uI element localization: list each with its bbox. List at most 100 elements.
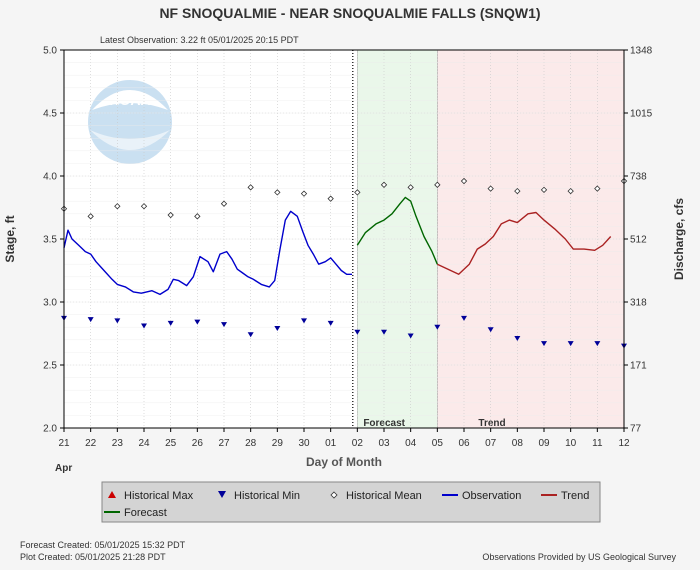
y2-tick-label: 77 [630, 424, 642, 435]
y-tick-label: 4.0 [43, 172, 57, 183]
historical-mean-point [460, 177, 468, 185]
legend-symbol-historical-mean [330, 491, 338, 499]
y-axis-label: Stage, ft [3, 215, 17, 262]
x-tick-label: 30 [298, 438, 310, 449]
series-line-trend [437, 211, 612, 275]
y2-tick-label: 1015 [630, 109, 653, 120]
chart-subtitle: Latest Observation: 3.22 ft 05/01/2025 2… [100, 35, 299, 45]
legend-label-historical-min: Historical Min [234, 490, 300, 502]
historical-mean-point [247, 184, 254, 191]
x-axis-label: Day of Month [306, 455, 382, 469]
legend-symbol-historical-min [218, 491, 226, 498]
y2-tick-label: 1348 [630, 46, 653, 57]
noaa-logo-bird [92, 90, 168, 110]
historical-mean-point [194, 213, 201, 220]
x-tick-label: 24 [138, 438, 150, 449]
historical-min-point [327, 320, 334, 326]
historical-min-point [381, 329, 387, 335]
historical-min-point [194, 319, 201, 325]
historical-mean-point [567, 187, 574, 195]
historical-min-point [541, 341, 547, 347]
y-tick-label: 4.5 [43, 109, 57, 120]
x-tick-label: 28 [245, 438, 257, 449]
series-line-forecast [356, 196, 438, 265]
plot-created-text: Plot Created: 05/01/2025 21:28 PDT [20, 552, 166, 562]
noaa-logo-wave [90, 130, 170, 150]
x-axis-month-label: Apr [55, 463, 72, 474]
historical-min-point [487, 327, 494, 333]
region-label-forecast: Forecast [363, 418, 405, 429]
legend-label-historical-mean: Historical Mean [346, 490, 422, 502]
historical-min-point [167, 320, 174, 326]
x-tick-label: 01 [325, 438, 337, 449]
historical-mean-point [540, 186, 548, 194]
y2-tick-label: 512 [630, 235, 647, 246]
axes-layer: 2.0 2.5 3.0 3.5 4.0 4.5 5.0 77 171 318 512 738 1015 1… [43, 46, 653, 450]
x-tick-label: 07 [485, 438, 497, 449]
legend-box [101, 481, 601, 523]
noaa-logo-circle [88, 80, 172, 164]
markers-layer [60, 177, 628, 349]
historical-mean-point [354, 189, 361, 196]
x-tick-label: 08 [512, 438, 524, 449]
x-tick-label: 21 [58, 438, 70, 449]
historical-min-point [434, 324, 441, 330]
credit-text: Observations Provided by US Geological S… [482, 552, 676, 562]
legend-label-historical-max: Historical Max [124, 490, 194, 502]
x-tick-label: 04 [405, 438, 417, 449]
historical-mean-point [514, 187, 521, 195]
noaa-logo: NOAA [88, 80, 172, 164]
x-tick-label: 11 [592, 438, 603, 449]
historical-mean-point [380, 181, 388, 188]
grid-layer [64, 49, 624, 429]
x-tick-label: 06 [458, 438, 470, 449]
legend-symbol-historical-max [108, 491, 116, 498]
x-tick-label: 27 [218, 438, 230, 449]
y-tick-label: 3.5 [43, 235, 57, 246]
x-tick-label: 29 [272, 438, 284, 449]
historical-min-point [247, 332, 254, 338]
series-layer [63, 196, 612, 296]
legend-label-observation: Observation [462, 490, 521, 502]
series-line-observation [63, 210, 352, 296]
historical-min-point [221, 322, 227, 328]
y2-tick-label: 171 [630, 361, 647, 372]
historical-min-point [567, 341, 574, 347]
y-tick-label: 5.0 [43, 46, 57, 57]
region-label-trend: Trend [478, 418, 505, 429]
historical-min-point [87, 317, 94, 323]
x-tick-label: 23 [112, 438, 124, 449]
x-tick-label: 22 [85, 438, 97, 449]
y-tick-label: 2.0 [43, 424, 57, 435]
historical-mean-point [407, 184, 414, 191]
historical-mean-point [594, 185, 601, 192]
y2-axis-label: Discharge, cfs [672, 198, 686, 280]
y2-tick-label: 318 [630, 298, 647, 309]
historical-min-point [407, 333, 414, 339]
historical-mean-point [487, 185, 494, 192]
x-tick-label: 10 [565, 438, 577, 449]
historical-mean-point [87, 213, 94, 220]
historical-mean-point [167, 211, 174, 219]
historical-mean-point [220, 200, 228, 207]
historical-min-point [114, 318, 121, 324]
historical-mean-point [274, 189, 281, 196]
x-tick-label: 05 [432, 438, 444, 449]
historical-min-point [594, 341, 601, 347]
chart-title: NF SNOQUALMIE - NEAR SNOQUALMIE FALLS (S… [159, 5, 540, 21]
historical-min-point [461, 315, 467, 321]
plot-area: Forecast Trend NOAA [60, 49, 628, 429]
x-tick-label: 12 [618, 438, 630, 449]
noaa-logo-text: NOAA [109, 92, 150, 108]
historical-mean-point [300, 190, 308, 197]
historical-mean-point [327, 195, 334, 202]
forecast-created-text: Forecast Created: 05/01/2025 15:32 PDT [20, 540, 186, 550]
x-tick-label: 03 [378, 438, 390, 449]
historical-min-point [301, 318, 307, 324]
historical-min-point [514, 336, 521, 342]
x-tick-label: 09 [538, 438, 550, 449]
x-tick-label: 02 [352, 438, 364, 449]
historical-mean-point [140, 203, 148, 210]
legend: Historical Max Historical Min Historical M… [101, 481, 601, 523]
